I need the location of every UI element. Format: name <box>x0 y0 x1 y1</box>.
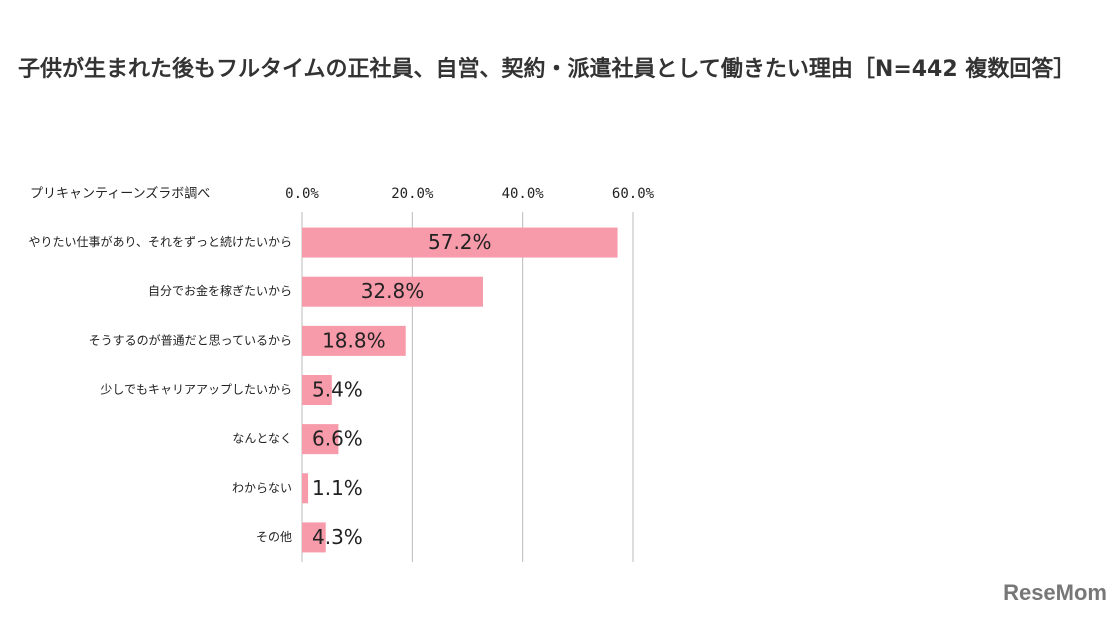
x-tick-label: 0.0% <box>285 186 319 202</box>
watermark: ReseMom <box>1003 580 1107 605</box>
x-tick-label: 60.0% <box>612 186 655 202</box>
bar <box>302 276 483 307</box>
source-label: プリキャンティーンズラボ調べ <box>30 186 210 202</box>
y-tick-label: やりたい仕事があり、それをずっと続けたいから <box>28 234 292 249</box>
bar <box>302 424 339 455</box>
value-label: 4.3% <box>312 525 363 549</box>
bar <box>302 473 309 504</box>
value-label: 18.8% <box>322 328 386 352</box>
y-tick-label: わからない <box>232 481 292 495</box>
chart-title: 子供が生まれた後もフルタイムの正社員、自営、契約・派遣社員として働きたい理由［N… <box>18 57 1076 82</box>
y-tick-label: 少しでもキャリアアップしたいから <box>100 383 292 397</box>
y-tick-label: 自分でお金を稼ぎたいから <box>148 283 292 298</box>
y-tick-label: その他 <box>256 530 292 544</box>
y-tick-label: なんとなく <box>232 432 292 446</box>
value-label: 6.6% <box>312 427 363 451</box>
value-label: 32.8% <box>361 279 425 303</box>
value-label: 57.2% <box>428 230 492 254</box>
value-label: 5.4% <box>312 378 363 402</box>
bar <box>302 227 618 258</box>
bar <box>302 325 406 356</box>
value-label: 1.1% <box>312 476 363 500</box>
x-tick-label: 20.0% <box>391 186 434 202</box>
bar <box>302 522 326 553</box>
bar <box>302 375 332 405</box>
x-tick-label: 40.0% <box>502 186 545 202</box>
y-tick-label: そうするのが普通だと思っているから <box>89 332 292 347</box>
